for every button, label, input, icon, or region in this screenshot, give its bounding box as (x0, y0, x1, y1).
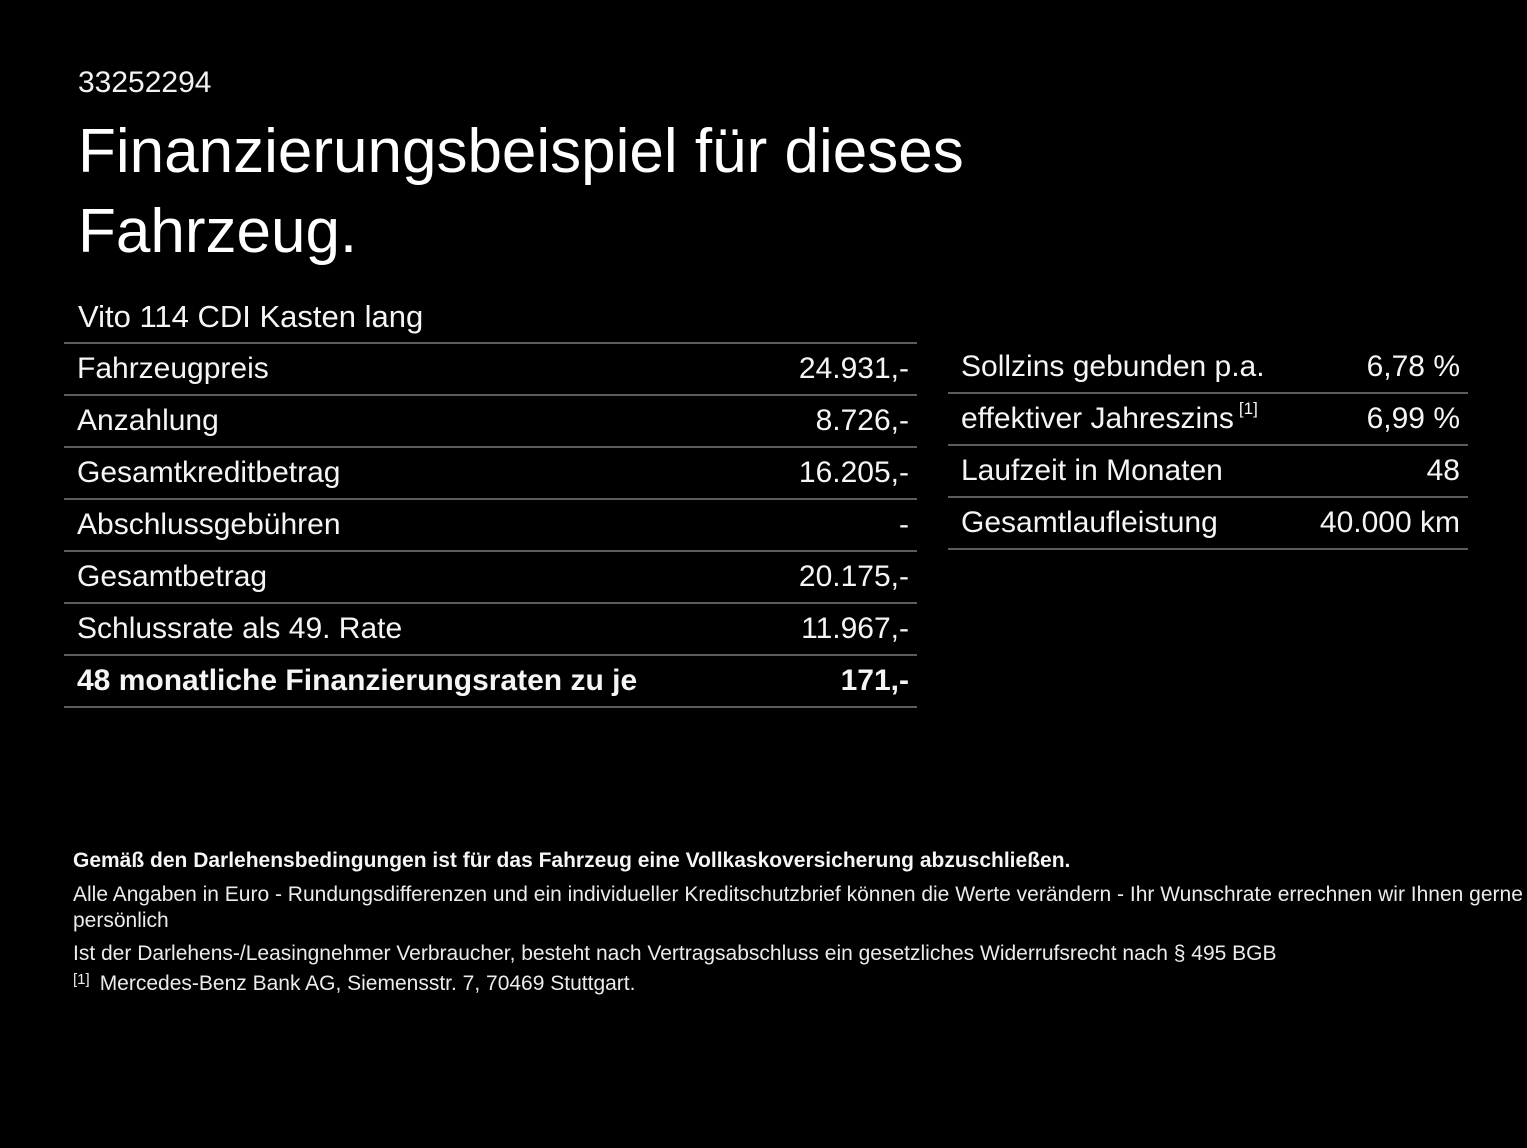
table-row-laufzeit: Laufzeit in Monaten 48 (948, 446, 1468, 498)
table-row-monatsrate: 48 monatliche Finanzierungsraten zu je 1… (64, 656, 917, 708)
page-title: Finanzierungsbeispiel für dieses Fahrzeu… (78, 117, 964, 266)
row-value: 16.205,- (798, 456, 909, 489)
row-label: Schlussrate als 49. Rate (77, 612, 403, 645)
row-value: 48 (1426, 454, 1460, 487)
row-value: 8.726,- (815, 404, 909, 437)
tables-wrap: Fahrzeugpreis 24.931,- Anzahlung 8.726,-… (64, 342, 1527, 708)
row-label: Abschlussgebühren (77, 508, 341, 541)
row-value: 11.967,- (801, 612, 909, 645)
row-value: 6,99 % (1366, 402, 1460, 435)
row-label: effektiver Jahreszins [1] (948, 399, 1258, 436)
row-label-text: effektiver Jahreszins (961, 402, 1234, 435)
row-value: - (899, 508, 909, 541)
table-row-gesamtbetrag: Gesamtbetrag 20.175,- (64, 552, 917, 604)
footnote-ref-marker: [1] (1238, 399, 1258, 418)
table-row-schlussrate: Schlussrate als 49. Rate 11.967,- (64, 604, 917, 656)
disclaimer-line-2: Ist der Darlehens-/Leasingnehmer Verbrau… (73, 942, 1277, 965)
row-label: Gesamtbetrag (77, 560, 268, 593)
legal-footer: Gemäß den Darlehensbedingungen ist für d… (73, 848, 1527, 997)
footnote: [1] Mercedes-Benz Bank AG, Siemensstr. 7,… (73, 967, 1527, 997)
row-value: 24.931,- (798, 352, 909, 385)
table-row-anzahlung: Anzahlung 8.726,- (64, 396, 917, 448)
row-label: 48 monatliche Finanzierungsraten zu je (77, 664, 638, 697)
table-row-fahrzeugpreis: Fahrzeugpreis 24.931,- (64, 344, 917, 396)
table-row-abschlussgebuehren: Abschlussgebühren - (64, 500, 917, 552)
finance-table: Fahrzeugpreis 24.931,- Anzahlung 8.726,-… (64, 342, 917, 708)
offer-id: 33252294 (78, 66, 212, 99)
table-row-effektiver-jahreszins: effektiver Jahreszins [1] 6,99 % (948, 394, 1468, 446)
finance-sheet: 33252294 Finanzierungsbeispiel für diese… (0, 68, 1527, 997)
table-row-gesamtlaufleistung: Gesamtlaufleistung 40.000 km (948, 498, 1468, 550)
insurance-note: Gemäß den Darlehensbedingungen ist für d… (73, 849, 1071, 872)
row-label: Laufzeit in Monaten (961, 454, 1223, 487)
row-value: 6,78 % (1366, 350, 1460, 383)
row-value: 20.175,- (798, 560, 909, 593)
row-label: Fahrzeugpreis (77, 352, 269, 385)
row-label: Gesamtlaufleistung (961, 506, 1218, 539)
row-value: 171,- (840, 664, 909, 697)
table-row-sollzins: Sollzins gebunden p.a. 6,78 % (948, 342, 1468, 394)
footnote-marker: [1] (73, 971, 90, 988)
table-row-gesamtkreditbetrag: Gesamtkreditbetrag 16.205,- (64, 448, 917, 500)
row-label: Gesamtkreditbetrag (77, 456, 341, 489)
row-label: Anzahlung (77, 404, 219, 437)
conditions-table: Sollzins gebunden p.a. 6,78 % effektiver… (948, 342, 1468, 550)
disclaimer-line-1: Alle Angaben in Euro - Rundungsdifferenz… (73, 883, 1523, 932)
row-value: 40.000 km (1319, 506, 1460, 539)
vehicle-name: Vito 114 CDI Kasten lang (78, 299, 424, 334)
row-label: Sollzins gebunden p.a. (961, 350, 1265, 383)
footnote-text: Mercedes-Benz Bank AG, Siemensstr. 7, 70… (99, 972, 636, 995)
